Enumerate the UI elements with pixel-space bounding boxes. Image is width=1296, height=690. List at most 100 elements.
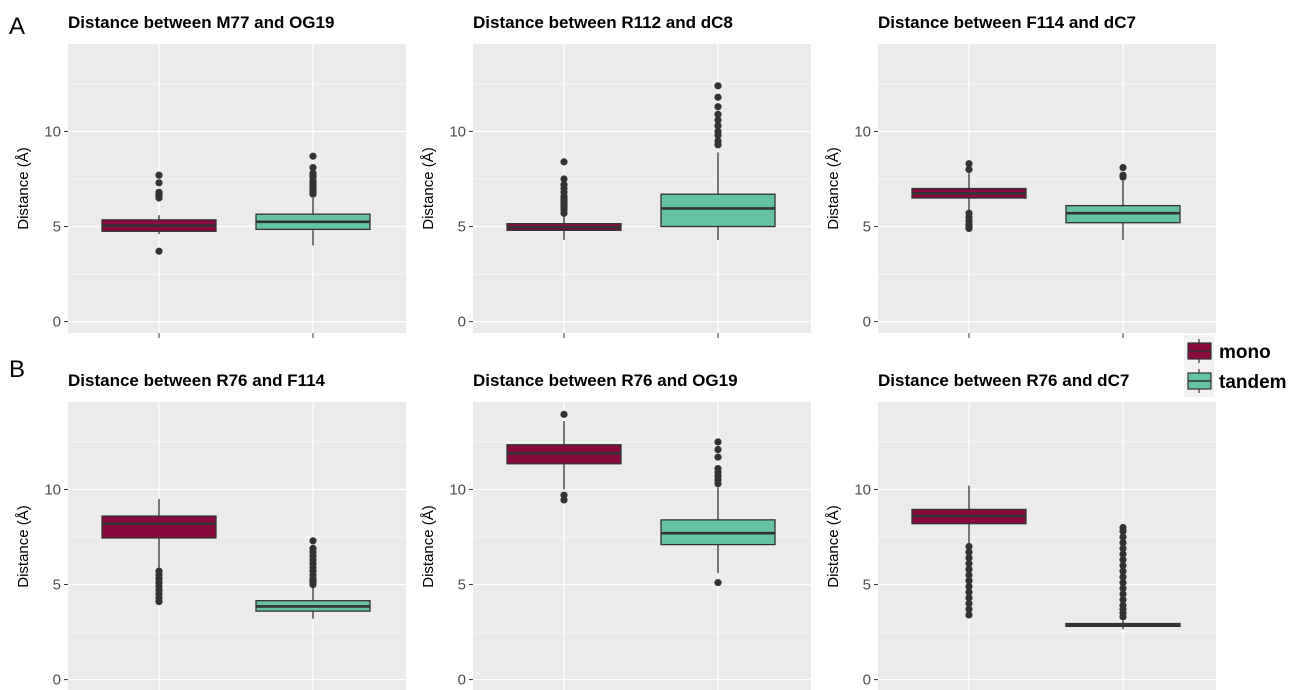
outlier-point	[965, 582, 973, 591]
y-axis-label: Distance (Å)	[15, 505, 32, 588]
outlier-point	[965, 160, 973, 168]
outlier-point	[714, 82, 722, 90]
outlier-point	[965, 565, 973, 573]
panel-title: Distance between R76 and F114	[68, 371, 326, 390]
outlier-point	[1119, 596, 1127, 604]
box-mono	[101, 498, 217, 606]
panel-title: Distance between R112 and dC8	[473, 13, 733, 32]
outlier-point	[1119, 579, 1127, 587]
outlier-point	[1119, 584, 1127, 592]
box-tandem	[1065, 523, 1181, 630]
outlier-point	[965, 571, 973, 579]
y-tick-label: 10	[449, 481, 466, 498]
outlier-point	[309, 169, 317, 177]
plot-background	[878, 402, 1216, 690]
outlier-point	[965, 542, 973, 551]
chart-panel-4: Distance between R76 and F114 0 5 10 Distanc…	[15, 371, 406, 690]
box-mono	[506, 410, 622, 504]
y-tick-label: 5	[863, 219, 871, 236]
outlier-point	[965, 599, 973, 608]
outlier-point	[1119, 573, 1127, 581]
outlier-point	[1119, 601, 1127, 610]
y-tick-label: 0	[53, 314, 61, 331]
plot-background	[473, 44, 811, 333]
outlier-point	[1119, 567, 1127, 575]
plot-background	[68, 44, 406, 333]
panel-title: Distance between R76 and dC7	[878, 371, 1129, 390]
box-tandem	[255, 537, 371, 619]
outlier-point	[560, 158, 568, 166]
outlier-point	[965, 548, 973, 556]
outlier-point	[155, 247, 163, 255]
box-mono	[911, 160, 1027, 233]
box-tandem	[1065, 163, 1181, 240]
panels: Distance between M77 and OG190510Distanc…	[15, 13, 1216, 690]
box-tandem	[255, 152, 371, 246]
outlier-point	[965, 594, 973, 602]
outlier-point	[1119, 550, 1127, 558]
y-tick-label: 10	[449, 123, 466, 140]
chart-panel-2: Distance between R112 and dC8 0 5 10 Distanc…	[420, 13, 811, 338]
y-tick-label: 0	[458, 314, 466, 331]
y-tick-label: 0	[863, 672, 871, 689]
outlier-point	[1119, 561, 1127, 570]
outlier-point	[1119, 539, 1127, 547]
outlier-point	[714, 122, 722, 130]
chart-panel-3: Distance between F114 and dC7 0 5 10 Distanc…	[825, 13, 1216, 338]
outlier-point	[309, 163, 317, 172]
y-axis-label: Distance (Å)	[825, 147, 842, 230]
box-tandem	[660, 82, 776, 240]
outlier-point	[1119, 590, 1127, 598]
y-tick-label: 10	[44, 481, 61, 498]
outlier-point	[1119, 523, 1127, 532]
outlier-point	[560, 175, 568, 183]
outlier-point	[714, 438, 722, 446]
outlier-point	[309, 537, 317, 545]
panel-title: Distance between F114 and dC7	[878, 13, 1136, 32]
y-tick-label: 0	[863, 314, 871, 331]
outlier-point	[965, 209, 973, 217]
box-mono	[506, 158, 622, 240]
outlier-point	[560, 181, 568, 189]
panel-title: Distance between R76 and OG19	[473, 371, 738, 390]
outlier-point	[560, 410, 568, 418]
legend-label-tandem: tandem	[1219, 372, 1287, 393]
legend-key-tandem	[1187, 369, 1212, 393]
outlier-point	[714, 93, 722, 101]
outlier-point	[155, 188, 163, 196]
outlier-point	[965, 588, 973, 596]
outlier-point	[309, 152, 317, 160]
outlier-point	[714, 579, 722, 587]
outlier-point	[155, 179, 163, 187]
outlier-point	[560, 491, 568, 499]
outlier-point	[714, 103, 722, 111]
outlier-point	[714, 110, 722, 118]
outlier-point	[155, 171, 163, 179]
outlier-point	[1119, 544, 1127, 553]
box-mono	[911, 485, 1027, 619]
iqr-box	[101, 515, 217, 539]
y-tick-label: 10	[44, 123, 61, 140]
outlier-point	[965, 560, 973, 568]
outlier-point	[155, 567, 163, 575]
outlier-point	[714, 445, 722, 454]
outlier-point	[309, 544, 317, 553]
y-tick-label: 10	[854, 481, 871, 498]
y-tick-label: 5	[458, 219, 466, 236]
outlier-point	[965, 165, 973, 174]
y-tick-label: 5	[53, 219, 61, 236]
y-tick-label: 5	[458, 577, 466, 594]
outlier-point	[965, 554, 973, 562]
outlier-point	[714, 464, 722, 473]
y-tick-label: 0	[458, 672, 466, 689]
outlier-point	[965, 611, 973, 619]
outlier-point	[714, 453, 722, 461]
outlier-point	[714, 127, 722, 136]
legend-label-mono: mono	[1219, 342, 1271, 363]
outlier-point	[1119, 556, 1127, 564]
outlier-point	[965, 577, 973, 585]
y-axis-label: Distance (Å)	[420, 147, 437, 230]
outlier-point	[965, 605, 973, 613]
outlier-point	[714, 116, 722, 124]
y-axis-label: Distance (Å)	[825, 505, 842, 588]
